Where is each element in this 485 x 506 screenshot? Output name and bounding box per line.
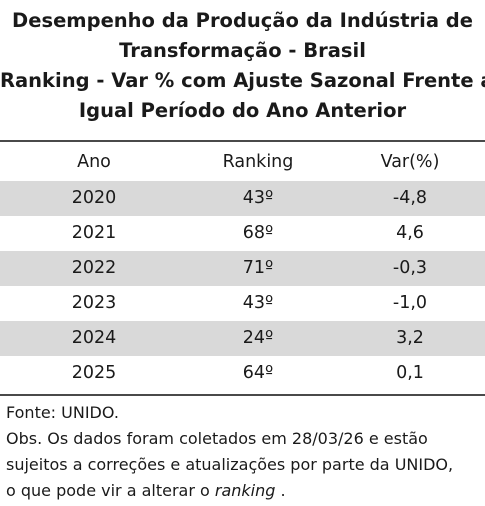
cell-var: -4,8 [392, 188, 428, 208]
cell-var: 4,6 [396, 223, 424, 243]
cell-ranking: 43º [242, 188, 274, 208]
obs-line-3-text: o que pode vir a alterar o [6, 481, 215, 500]
source-note: Fonte: UNIDO. [6, 403, 119, 422]
cell-ano: 2025 [71, 363, 117, 383]
obs-line-2: sujeitos a correções e atualizações por … [6, 455, 454, 474]
title-line-2: Transformação - Brasil [119, 39, 366, 62]
table-row: 2020 43º -4,8 [0, 181, 485, 216]
table-row: 2022 71º -0,3 [0, 251, 485, 286]
cell-ranking: 68º [242, 223, 274, 243]
cell-ano: 2021 [71, 223, 117, 243]
cell-ano: 2020 [71, 188, 117, 208]
table-row: 2024 24º 3,2 [0, 321, 485, 356]
top-rule [0, 140, 485, 142]
cell-ranking: 71º [242, 258, 274, 278]
cell-ranking: 24º [242, 328, 274, 348]
table-title: Desempenho da Produção da Indústria de T… [0, 6, 485, 126]
title-line-3: Ranking - Var % com Ajuste Sazonal Frent… [0, 69, 485, 92]
notes: Fonte: UNIDO. Obs. Os dados foram coleta… [6, 400, 482, 504]
cell-ano: 2022 [71, 258, 117, 278]
bottom-rule [0, 394, 485, 396]
table-row: 2021 68º 4,6 [0, 216, 485, 251]
cell-ano: 2024 [71, 328, 117, 348]
cell-ranking: 43º [242, 293, 274, 313]
cell-ranking: 64º [242, 363, 274, 383]
cell-var: -0,3 [392, 258, 428, 278]
title-line-4: Igual Período do Ano Anterior [78, 99, 407, 122]
title-line-1: Desempenho da Produção da Indústria de [12, 9, 473, 32]
obs-line-3: o que pode vir a alterar o ranking . [6, 478, 482, 504]
cell-var: 3,2 [396, 328, 424, 348]
cell-ano: 2023 [71, 293, 117, 313]
cell-var: -1,0 [392, 293, 428, 313]
cell-var: 0,1 [396, 363, 424, 383]
header-var: Var(%) [380, 152, 440, 172]
table-row: 2023 43º -1,0 [0, 286, 485, 321]
header-ano: Ano [77, 152, 111, 172]
obs-line-3-end: . [275, 481, 286, 500]
obs-line-3-ranking: ranking [214, 481, 276, 500]
table-row: 2025 64º 0,1 [0, 356, 485, 391]
obs-line-1: Obs. Os dados foram coletados em 28/03/2… [6, 429, 428, 448]
header-ranking: Ranking [222, 152, 294, 172]
